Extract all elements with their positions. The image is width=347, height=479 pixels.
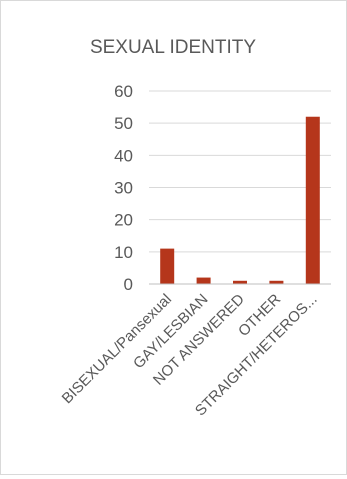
gridlines <box>149 90 331 253</box>
y-tick-label: 60 <box>114 82 133 101</box>
chart-title: SEXUAL IDENTITY <box>90 37 256 58</box>
bar <box>160 248 175 284</box>
bar <box>305 116 320 284</box>
y-tick-label: 20 <box>114 211 133 230</box>
bar <box>269 280 284 284</box>
bar <box>196 277 211 284</box>
bar <box>233 280 247 284</box>
y-tick-label: 10 <box>114 243 133 262</box>
y-tick-label: 50 <box>114 114 133 133</box>
y-axis-ticks: 0 10 20 30 40 50 60 <box>114 82 133 294</box>
y-tick-label: 0 <box>124 275 133 294</box>
bars <box>160 116 320 284</box>
y-tick-label: 30 <box>114 179 133 198</box>
y-tick-label: 40 <box>114 146 133 165</box>
